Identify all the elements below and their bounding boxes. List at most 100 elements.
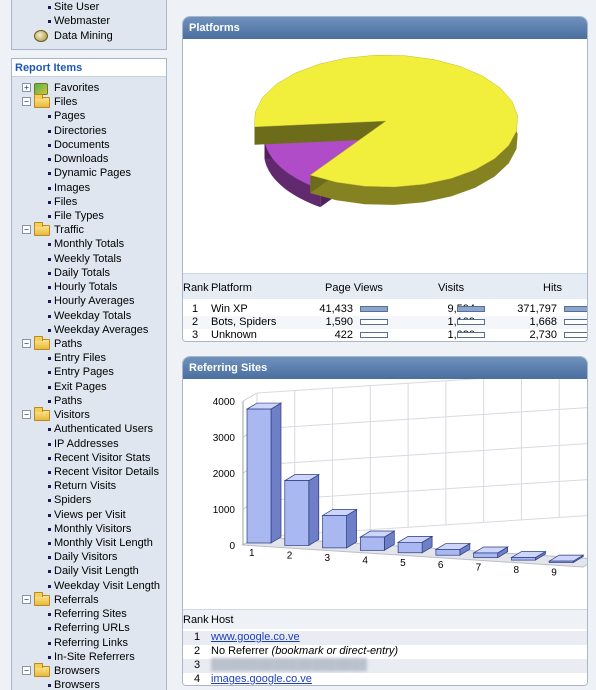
bullet-icon — [48, 499, 51, 503]
bullet-icon — [48, 655, 51, 659]
tree-item-referring-sites[interactable]: Referring Sites — [12, 607, 166, 621]
collapse-icon[interactable]: − — [22, 338, 31, 348]
tree-item-pages[interactable]: Pages — [12, 109, 166, 123]
bullet-icon — [48, 527, 51, 531]
bullet-icon — [48, 200, 51, 204]
tree-item-ip-addresses[interactable]: IP Addresses — [12, 437, 166, 451]
tree-item-dynamic-pages[interactable]: Dynamic Pages — [12, 166, 166, 180]
collapse-icon[interactable]: − — [22, 594, 31, 604]
tree-item-in-site-referrers[interactable]: In-Site Referrers — [12, 650, 166, 664]
tree-item-weekly-totals[interactable]: Weekly Totals — [12, 252, 166, 266]
tree-group-visitors[interactable]: − Visitors — [12, 407, 166, 422]
tree-item-referring-urls[interactable]: Referring URLs — [12, 621, 166, 635]
tree-group-favorites[interactable]: + Favorites — [12, 81, 166, 95]
tree-group-paths[interactable]: − Paths — [12, 335, 166, 351]
cell-hits: 1,668 — [529, 316, 557, 328]
tree-item-directories[interactable]: Directories — [12, 124, 166, 138]
tree-group-traffic[interactable]: − Traffic — [12, 222, 166, 237]
tree-item-spiders[interactable]: Spiders — [12, 493, 166, 507]
cell-rank: 2 — [194, 645, 201, 657]
collapse-icon[interactable]: − — [22, 410, 31, 420]
tree-group-browsers[interactable]: − Browsers — [12, 663, 166, 678]
tree-item-images[interactable]: Images — [12, 181, 166, 195]
tree-item-weekday-visit-length[interactable]: Weekday Visit Length — [12, 579, 166, 593]
menu-item-site-user[interactable]: Site User — [12, 0, 166, 14]
bullet-icon — [48, 6, 51, 9]
tree-item-file-types[interactable]: File Types — [12, 209, 166, 223]
col-visits: Visits — [438, 282, 465, 294]
tree-label: Daily Visitors — [54, 551, 118, 564]
tree-item-daily-visitors[interactable]: Daily Visitors — [12, 550, 166, 564]
referrer-row[interactable]: 2 No Referrer (bookmark or direct-entry) — [183, 645, 587, 659]
tree-item-exit-pages[interactable]: Exit Pages — [12, 380, 166, 394]
tree-item-recent-visitor-stats[interactable]: Recent Visitor Stats — [12, 451, 166, 465]
host-text: images.google.co.ve — [211, 673, 312, 685]
tree-label: Referring Links — [54, 636, 128, 649]
bar-side — [270, 402, 282, 544]
favorites-icon — [34, 83, 48, 95]
platform-row[interactable]: 3Unknown4221,0202,730 — [183, 329, 587, 341]
referrer-row[interactable]: 3 ████████████████████ — [183, 659, 587, 673]
cell-rank: 2 — [192, 316, 199, 328]
tree-item-monthly-visitors[interactable]: Monthly Visitors — [12, 522, 166, 536]
folder-icon — [34, 663, 50, 678]
tree-group-referrals[interactable]: − Referrals — [12, 591, 166, 607]
menu-item-webmaster[interactable]: Webmaster — [12, 14, 166, 28]
cell-rank: 4 — [194, 673, 201, 685]
tree-item-hourly-averages[interactable]: Hourly Averages — [12, 294, 166, 308]
tree-item-browsers[interactable]: Browsers — [12, 678, 166, 690]
bullet-icon — [48, 214, 51, 218]
tree-item-downloads[interactable]: Downloads — [12, 152, 166, 166]
tree-item-documents[interactable]: Documents — [12, 138, 166, 152]
bullet-icon — [48, 300, 51, 304]
tree-label: Documents — [54, 138, 110, 151]
collapse-icon[interactable]: − — [22, 666, 31, 676]
bar — [359, 530, 396, 551]
tree-label: Weekly Totals — [54, 252, 122, 265]
x-tick-label: 7 — [476, 563, 482, 574]
cell-host[interactable]: images.google.co.ve — [211, 673, 312, 685]
bar-side — [308, 474, 320, 547]
tree-item-authenticated-users[interactable]: Authenticated Users — [12, 422, 166, 436]
grid-line — [242, 392, 258, 402]
referrer-row[interactable]: 4 images.google.co.ve — [183, 673, 587, 685]
bullet-icon — [48, 385, 51, 389]
bullet-icon — [48, 470, 51, 474]
expand-icon[interactable]: + — [22, 83, 31, 92]
collapse-icon[interactable]: − — [22, 97, 31, 107]
tree-item-paths[interactable]: Paths — [12, 394, 166, 408]
referrer-row[interactable]: 1 www.google.co.ve — [183, 631, 587, 645]
collapse-icon[interactable]: − — [22, 225, 31, 235]
menu-item-data-mining[interactable]: Data Mining — [12, 29, 166, 43]
tree-item-weekday-averages[interactable]: Weekday Averages — [12, 323, 166, 337]
tree-item-weekday-totals[interactable]: Weekday Totals — [12, 309, 166, 323]
cell-host[interactable]: www.google.co.ve — [211, 631, 300, 644]
tree-item-daily-visit-length[interactable]: Daily Visit Length — [12, 564, 166, 578]
host-text: No Referrer — [211, 645, 269, 657]
tree-label: Downloads — [54, 153, 109, 166]
tree-item-entry-pages[interactable]: Entry Pages — [12, 365, 166, 379]
tree-item-hourly-totals[interactable]: Hourly Totals — [12, 280, 166, 294]
tree-item-entry-files[interactable]: Entry Files — [12, 351, 166, 365]
tree-item-return-visits[interactable]: Return Visits — [12, 479, 166, 493]
tree-item-monthly-visit-length[interactable]: Monthly Visit Length — [12, 536, 166, 550]
tree-label: Directories — [54, 124, 107, 137]
tree-item-daily-totals[interactable]: Daily Totals — [12, 266, 166, 280]
tree-item-monthly-totals[interactable]: Monthly Totals — [12, 237, 166, 251]
tree-label: Browsers — [54, 665, 100, 678]
tree-label: In-Site Referrers — [54, 650, 135, 663]
tree-item-views-per-visit[interactable]: Views per Visit — [12, 508, 166, 522]
bar — [245, 402, 283, 544]
tree-item-files[interactable]: Files — [12, 195, 166, 209]
tree-group-files[interactable]: − Files — [12, 94, 166, 109]
col-platform: Platform — [211, 282, 252, 294]
tree-label: Pages — [54, 110, 86, 123]
tree-item-recent-visitor-details[interactable]: Recent Visitor Details — [12, 465, 166, 479]
host-text: www.google.co.ve — [211, 631, 300, 643]
tree-label: Referring Sites — [54, 608, 127, 621]
col-rank: Rank — [183, 282, 209, 294]
tree-item-referring-links[interactable]: Referring Links — [12, 636, 166, 650]
folder-icon — [34, 222, 50, 237]
